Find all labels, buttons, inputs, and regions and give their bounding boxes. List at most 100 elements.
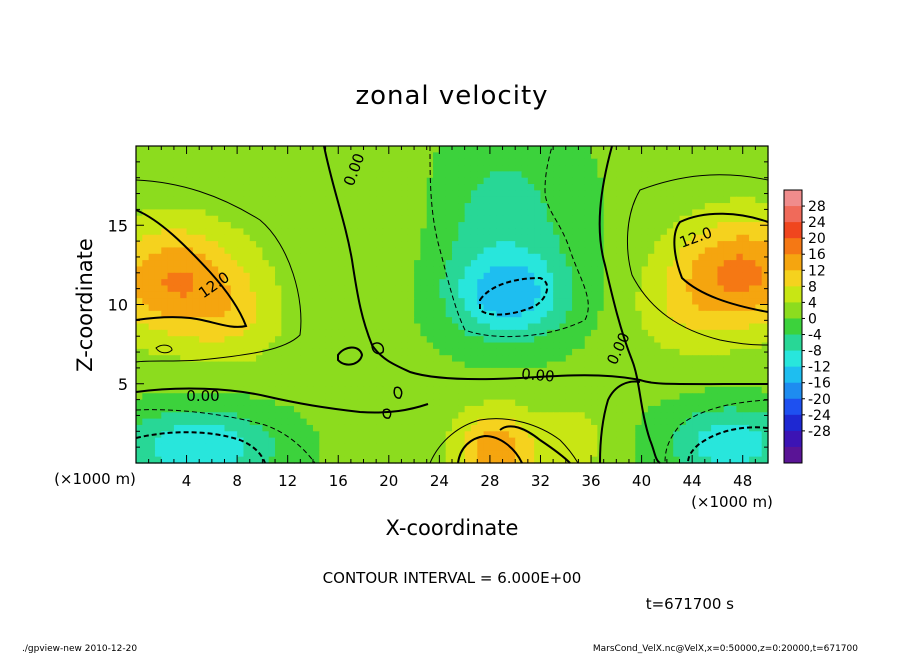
field-cell (211, 336, 219, 344)
field-cell (148, 158, 156, 166)
field-cell (414, 222, 421, 230)
field-cell (180, 405, 188, 413)
field-cell (698, 285, 706, 293)
field-cell (173, 177, 181, 185)
field-cell (578, 158, 586, 166)
field-cell (186, 152, 194, 160)
field-cell (572, 456, 579, 464)
field-cell (711, 361, 719, 369)
field-cell (433, 431, 440, 439)
field-cell (470, 317, 478, 325)
field-cell (363, 456, 371, 464)
field-cell (647, 177, 655, 185)
field-cell (363, 222, 371, 230)
field-cell (331, 367, 339, 375)
field-cell (578, 437, 586, 445)
field-cell (559, 393, 567, 401)
field-cell (508, 253, 516, 261)
field-cell (224, 355, 232, 363)
field-cell (635, 367, 643, 375)
field-cell (578, 260, 586, 268)
field-cell (388, 317, 396, 325)
field-cell (591, 152, 598, 160)
field-cell (211, 456, 219, 464)
field-cell (742, 431, 750, 439)
field-cell (540, 266, 548, 274)
field-cell (736, 310, 744, 318)
field-cell (369, 310, 377, 318)
field-cell (641, 317, 649, 325)
field-cell (199, 152, 207, 160)
field-cell (154, 203, 162, 210)
field-cell (142, 190, 150, 198)
field-cell (641, 393, 649, 401)
field-cell (376, 374, 384, 382)
field-cell (224, 158, 232, 166)
field-cell (167, 456, 175, 464)
field-cell (730, 209, 737, 217)
field-cell (666, 209, 674, 217)
field-cell (559, 177, 567, 185)
field-cell (685, 437, 693, 445)
field-cell (673, 158, 681, 166)
field-cell (363, 431, 371, 439)
field-cell (142, 367, 150, 375)
field-cell (464, 298, 472, 306)
field-cell (224, 184, 232, 191)
field-cell (395, 380, 403, 388)
field-cell (388, 393, 396, 401)
field-cell (749, 437, 756, 445)
field-cell (414, 215, 421, 223)
field-cell (654, 329, 662, 337)
field-cell (692, 165, 700, 172)
field-cell (679, 158, 687, 166)
field-cell (666, 405, 674, 413)
field-cell (673, 424, 681, 432)
field-cell (464, 146, 472, 153)
field-cell (717, 291, 725, 299)
field-cell (761, 367, 769, 375)
field-cell (218, 412, 226, 420)
field-cell (331, 253, 339, 261)
field-cell (395, 431, 403, 439)
field-cell (445, 336, 453, 344)
field-cell (572, 215, 579, 223)
field-cell (312, 203, 320, 210)
field-cell (136, 196, 143, 204)
field-cell (433, 260, 440, 268)
field-cell (445, 247, 453, 255)
field-cell (736, 412, 744, 420)
field-cell (559, 412, 567, 420)
field-cell (401, 424, 409, 432)
field-cell (679, 209, 687, 217)
field-cell (312, 424, 320, 432)
field-cell (249, 184, 257, 191)
field-cell (142, 329, 150, 337)
field-cell (401, 203, 409, 210)
field-cell (262, 165, 270, 172)
field-cell (376, 228, 384, 236)
field-cell (730, 247, 737, 255)
field-cell (534, 190, 542, 198)
field-cell (565, 253, 573, 261)
field-cell (426, 412, 434, 420)
field-cell (761, 203, 769, 210)
field-cell (357, 424, 365, 432)
field-cell (161, 279, 169, 287)
field-cell (546, 241, 554, 249)
field-cell (369, 380, 377, 388)
field-cell (635, 272, 643, 280)
field-cell (243, 437, 251, 445)
field-cell (407, 348, 415, 356)
field-cell (578, 450, 586, 458)
field-cell (256, 196, 263, 204)
field-cell (148, 241, 156, 249)
field-cell (154, 215, 162, 223)
field-cell (603, 361, 611, 369)
field-cell (262, 272, 270, 280)
field-cell (388, 374, 396, 382)
field-cell (211, 450, 219, 458)
field-cell (445, 228, 453, 236)
field-cell (338, 222, 346, 230)
field-cell (610, 165, 617, 172)
